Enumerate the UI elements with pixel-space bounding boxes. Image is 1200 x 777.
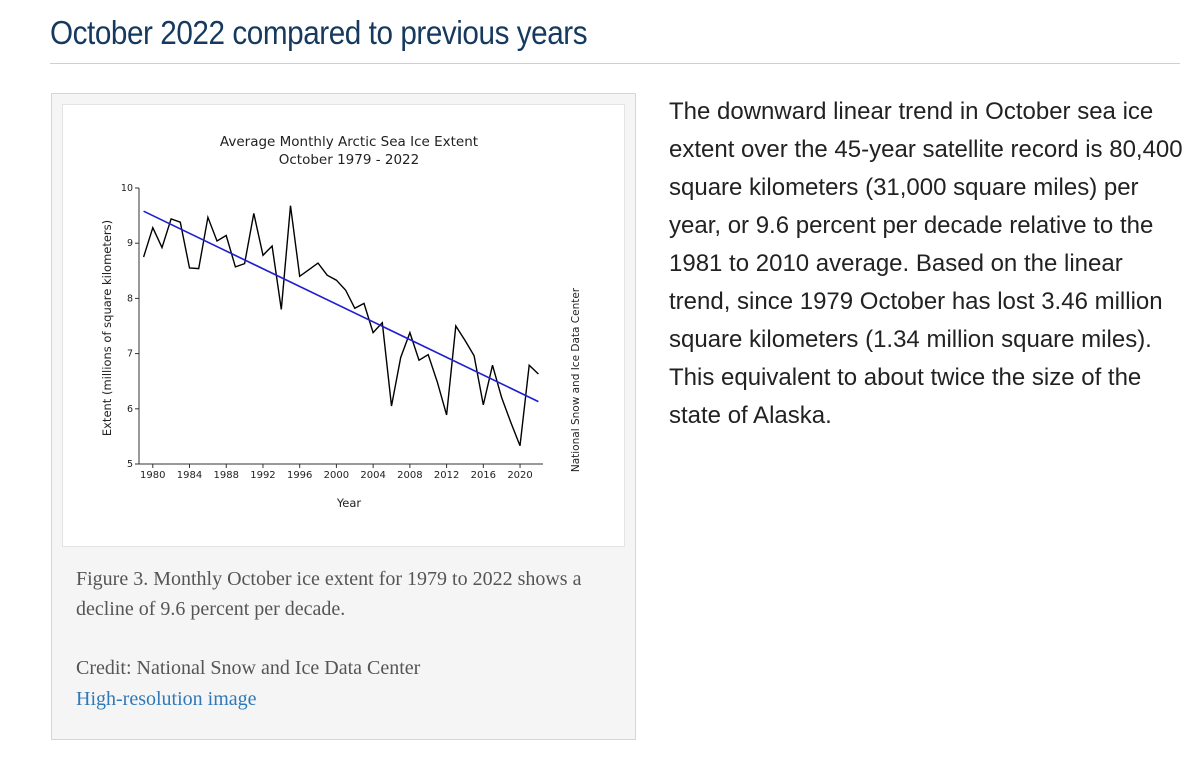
x-tick-label: 1992 — [250, 470, 275, 481]
y-tick-label: 5 — [127, 459, 133, 470]
x-tick-label: 2012 — [434, 470, 459, 481]
linear-trend-line — [143, 210, 539, 403]
x-tick-label: 1996 — [287, 470, 312, 481]
x-tick-label: 2016 — [471, 470, 496, 481]
watermark-text: National Snow and Ice Data Center — [570, 287, 582, 472]
figure-credit: Credit: National Snow and Ice Data Cente… — [76, 657, 421, 679]
chart-image[interactable]: Average Monthly Arctic Sea Ice Extent Oc… — [62, 104, 625, 547]
figure-box: Average Monthly Arctic Sea Ice Extent Oc… — [51, 93, 636, 740]
x-tick-label: 2000 — [324, 470, 349, 481]
y-tick-label: 6 — [127, 404, 133, 415]
chart-subtitle: October 1979 - 2022 — [279, 152, 419, 168]
high-resolution-image-link[interactable]: High-resolution image — [76, 688, 257, 710]
y-tick-label: 10 — [121, 183, 133, 194]
page-title: October 2022 compared to previous years — [50, 14, 588, 51]
x-tick-label: 2020 — [507, 470, 532, 481]
x-tick-label: 1988 — [214, 470, 239, 481]
x-tick-label: 1980 — [140, 470, 165, 481]
y-tick-label: 8 — [127, 293, 133, 304]
x-tick-label: 2004 — [360, 470, 385, 481]
y-tick-label: 9 — [127, 238, 133, 249]
y-tick-label: 7 — [127, 349, 133, 360]
chart-title: Average Monthly Arctic Sea Ice Extent — [220, 134, 478, 150]
x-axis-label: Year — [336, 496, 362, 510]
trend-description: The downward linear trend in October sea… — [669, 98, 1183, 429]
sea-ice-chart: Average Monthly Arctic Sea Ice Extent Oc… — [100, 134, 582, 510]
figure-caption: Figure 3. Monthly October ice extent for… — [76, 568, 582, 620]
title-divider — [50, 63, 1180, 64]
y-axis-label: Extent (millions of square kilometers) — [100, 220, 114, 436]
x-tick-label: 1984 — [177, 470, 202, 481]
x-tick-label: 2008 — [397, 470, 422, 481]
october-extent-line — [142, 205, 539, 447]
